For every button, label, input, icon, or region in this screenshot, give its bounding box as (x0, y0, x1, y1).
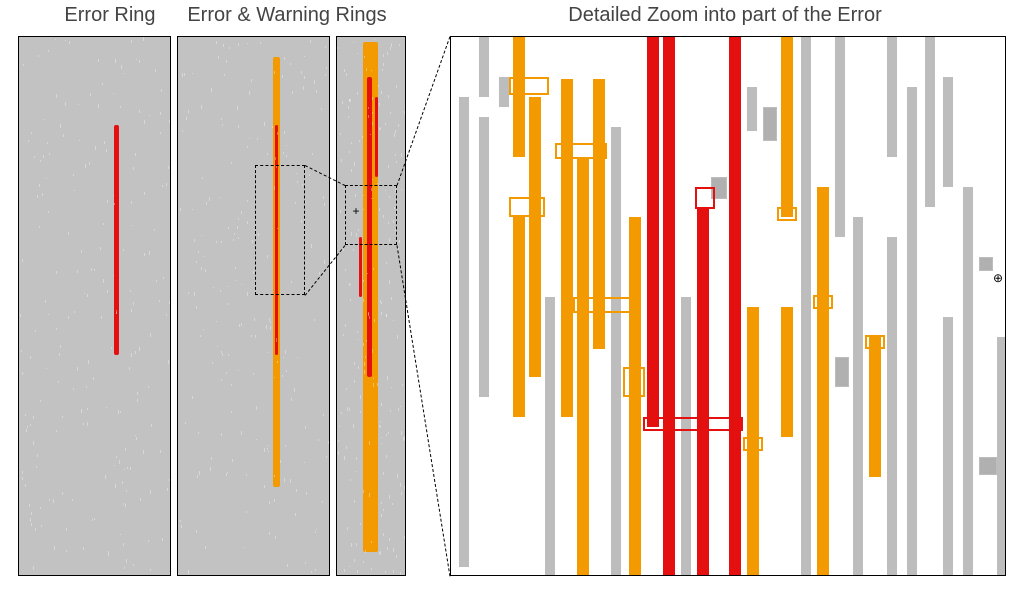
title-detailed-zoom: Detailed Zoom into part of the Error (450, 4, 1000, 27)
warning-outline-box (865, 335, 885, 349)
panel-error-ring (18, 36, 171, 576)
grey_bar-bar (801, 37, 811, 576)
grey_bar-bar (925, 37, 935, 207)
grey_box-bar (979, 457, 997, 475)
warning-outline-box (813, 295, 833, 309)
selection-box-p2 (255, 165, 305, 295)
grey_bar-bar (887, 237, 897, 576)
error-bar (647, 37, 659, 427)
warning-outline-box (555, 143, 607, 159)
grey_bar-bar (499, 77, 509, 107)
warning-outline-box (509, 77, 549, 95)
panel-error-warning-rings (177, 36, 330, 576)
warning-bar (781, 37, 793, 217)
crosshair-icon: + (350, 205, 362, 217)
grey_bar-bar (943, 77, 953, 187)
warning-bar (529, 97, 541, 377)
error-stroke (114, 125, 119, 355)
warning-outline-box (623, 367, 645, 397)
warning-outline-box (777, 207, 797, 221)
warning-bar (817, 187, 829, 576)
error-outline-box (643, 417, 743, 431)
panel-detailed-zoom (450, 36, 1006, 576)
title-error-ring: Error Ring (35, 4, 185, 27)
grey_box-bar (979, 257, 993, 271)
panel-error-warning-wide (336, 36, 406, 576)
error-bar (663, 37, 675, 576)
error-stroke (359, 237, 362, 297)
warning-bar (781, 307, 793, 437)
grey_bar-bar (459, 97, 469, 567)
grey_bar-bar (747, 87, 757, 131)
grey_bar-bar (835, 37, 845, 237)
grey_bar-bar (963, 187, 973, 576)
grey_bar-bar (479, 37, 489, 97)
error-bar (697, 207, 709, 576)
error-bar (729, 37, 741, 576)
warning-outline-box (573, 297, 633, 313)
warning-outline-box (509, 197, 545, 217)
grey_bar-bar (907, 87, 917, 576)
error-outline-box (695, 187, 715, 209)
grey_box-bar (835, 357, 849, 387)
grey_bar-bar (681, 297, 691, 576)
grey_bar-bar (887, 37, 897, 157)
warning-bar (577, 157, 589, 576)
grey_bar-bar (479, 117, 489, 397)
title-error-warning-rings: Error & Warning Rings (172, 4, 402, 27)
warning-bar (561, 79, 573, 417)
grey_bar-bar (943, 317, 953, 576)
warning-bar (513, 217, 525, 417)
crosshair-icon: ⊕ (992, 272, 1004, 284)
warning-bar (513, 37, 525, 157)
error-stroke (375, 97, 378, 177)
grey_bar-bar (853, 217, 863, 576)
warning-bar (869, 337, 881, 477)
warning-outline-box (743, 437, 763, 451)
grey_bar-bar (545, 297, 555, 576)
grey_bar-bar (611, 127, 621, 576)
grey_bar-bar (997, 337, 1005, 576)
grey_box-bar (763, 107, 777, 141)
